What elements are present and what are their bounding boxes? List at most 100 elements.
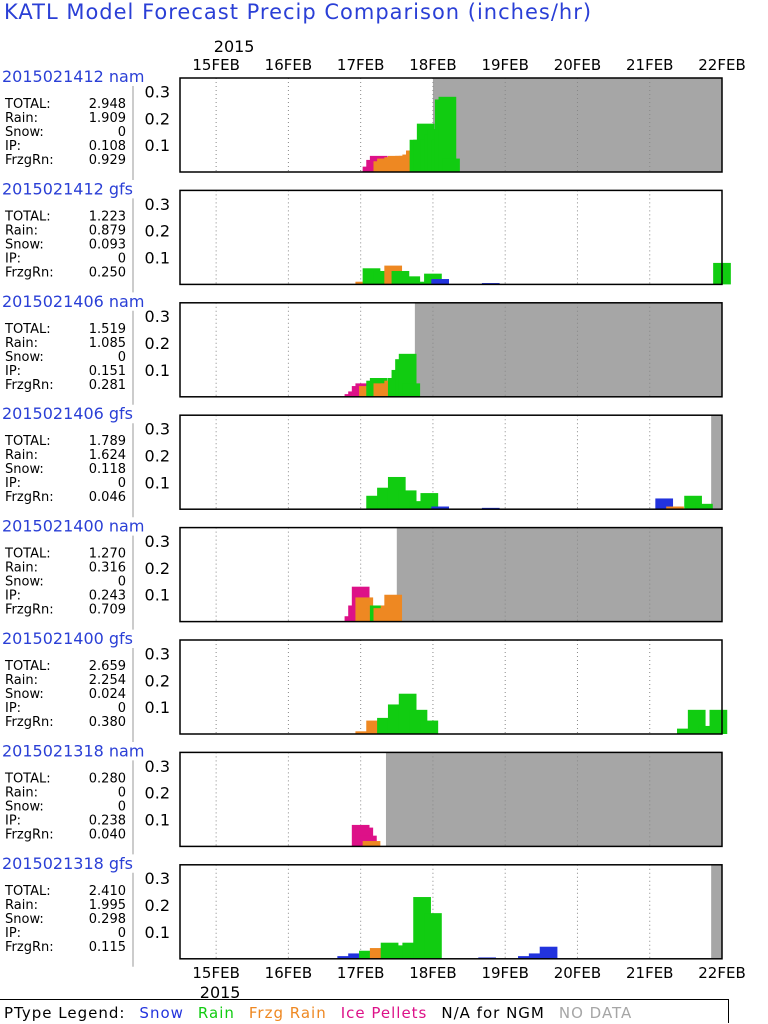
precip-bar-rain xyxy=(709,709,728,734)
forecast-panels: 201515FEB15FEB16FEB16FEB17FEB17FEB18FEB1… xyxy=(2,37,746,1000)
no-data-region xyxy=(711,415,722,510)
y-tick-label: 0.2 xyxy=(145,222,170,241)
axis-day-top-19FEB: 19FEB xyxy=(481,56,528,74)
axis-day-bottom-22FEB: 22FEB xyxy=(698,964,745,982)
axis-day-top-21FEB: 21FEB xyxy=(626,56,673,74)
precip-bar-rain xyxy=(409,501,428,510)
stat-label-total: TOTAL: xyxy=(4,547,51,562)
stat-value-snow: 0.024 xyxy=(89,687,126,702)
stat-label-snow: Snow: xyxy=(5,687,44,702)
plot-frame xyxy=(179,302,723,398)
legend-no-data: NO DATA xyxy=(558,1004,633,1022)
axis-day-bottom-21FEB: 21FEB xyxy=(626,964,673,982)
axis-day-top-20FEB: 20FEB xyxy=(554,56,601,74)
legend-snow: Snow xyxy=(139,1004,184,1022)
panel-2015021406-nam: 2015021406 nam TOTAL: 1.519 Rain: 1.085 Snow:… xyxy=(2,292,723,405)
y-tick-label: 0.3 xyxy=(145,869,170,888)
precip-bar-rain xyxy=(402,383,421,397)
axis-day-bottom-20FEB: 20FEB xyxy=(554,964,601,982)
stat-value-ip: 0.151 xyxy=(89,364,126,379)
run-label: 2015021400 nam xyxy=(2,517,144,536)
stat-value-frzgrn: 0.046 xyxy=(89,490,126,505)
y-tick-label: 0.2 xyxy=(145,784,170,803)
precip-bar-snow xyxy=(655,498,674,510)
chart-title: KATL Model Forecast Precip Comparison (i… xyxy=(4,0,593,24)
stat-value-total: 1.789 xyxy=(89,434,126,449)
precip-bar-rain xyxy=(359,950,377,959)
run-label: 2015021406 nam xyxy=(2,292,144,311)
stat-label-snow: Snow: xyxy=(5,912,44,927)
axis-day-bottom-19FEB: 19FEB xyxy=(481,964,528,982)
stat-value-rain: 0.316 xyxy=(89,561,126,576)
stat-value-frzgrn: 0.115 xyxy=(89,940,126,955)
legend-ice-pellets: Ice Pellets xyxy=(340,1004,428,1022)
run-label: 2015021400 gfs xyxy=(2,629,133,648)
stat-label-rain: Rain: xyxy=(5,223,38,238)
stat-label-snow: Snow: xyxy=(5,237,44,252)
no-data-region xyxy=(711,864,722,959)
precip-bar-snow xyxy=(431,279,450,285)
stat-value-rain: 0.879 xyxy=(89,223,126,238)
y-tick-label: 0.3 xyxy=(145,757,170,776)
y-tick-label: 0.1 xyxy=(145,136,170,155)
precip-bar-rain xyxy=(695,503,713,510)
precip-bar-rain xyxy=(413,281,431,285)
y-tick-label: 0.2 xyxy=(145,896,170,915)
stat-value-ip: 0.238 xyxy=(89,813,126,828)
stat-label-ip: IP: xyxy=(5,476,21,491)
legend-title: PType Legend: xyxy=(4,1004,126,1022)
stat-value-total: 0.280 xyxy=(89,771,126,786)
legend-frzg-rain: Frzg Rain xyxy=(248,1004,327,1022)
y-tick-label: 0.1 xyxy=(145,698,170,717)
y-tick-label: 0.1 xyxy=(145,249,170,268)
stat-value-rain: 1.995 xyxy=(89,898,126,913)
stat-value-snow: 0 xyxy=(118,799,126,814)
panel-2015021406-gfs: 2015021406 gfs TOTAL: 1.789 Rain: 1.624 Snow:… xyxy=(2,404,723,518)
stat-value-frzgrn: 0.281 xyxy=(89,378,126,393)
stat-label-total: TOTAL: xyxy=(4,884,51,899)
stat-label-rain: Rain: xyxy=(5,111,38,126)
axis-year-bottom: 2015 xyxy=(200,983,241,1000)
stat-value-rain: 1.909 xyxy=(89,111,126,126)
stat-value-ip: 0.108 xyxy=(89,139,126,154)
stat-value-total: 2.410 xyxy=(89,884,126,899)
precip-bar-frzg_rain xyxy=(362,841,381,847)
plot-frame xyxy=(179,526,723,623)
legend-rain: Rain xyxy=(197,1004,235,1022)
y-tick-label: 0.2 xyxy=(145,559,170,578)
precip-bar-rain xyxy=(420,493,439,510)
y-tick-label: 0.2 xyxy=(145,671,170,690)
stat-label-rain: Rain: xyxy=(5,898,38,913)
plot-frame xyxy=(179,77,723,173)
plot-frame xyxy=(179,864,723,960)
y-tick-label: 0.3 xyxy=(145,532,170,551)
stat-label-ip: IP: xyxy=(5,813,21,828)
stat-value-total: 1.519 xyxy=(89,322,126,337)
axis-day-bottom-17FEB: 17FEB xyxy=(337,964,384,982)
stat-label-ip: IP: xyxy=(5,251,21,266)
y-tick-label: 0.1 xyxy=(145,923,170,942)
stat-label-total: TOTAL: xyxy=(4,322,51,337)
run-label: 2015021318 nam xyxy=(2,741,144,760)
axis-day-top-15FEB: 15FEB xyxy=(192,56,239,74)
stat-value-frzgrn: 0.250 xyxy=(89,265,126,280)
no-data-region xyxy=(385,752,722,847)
y-tick-label: 0.2 xyxy=(145,446,170,465)
stat-value-frzgrn: 0.929 xyxy=(89,153,126,168)
no-data-region xyxy=(432,78,722,172)
y-tick-label: 0.1 xyxy=(145,473,170,492)
precip-bar-rain xyxy=(420,720,439,734)
stat-label-rain: Rain: xyxy=(5,448,38,463)
stat-value-rain: 1.624 xyxy=(89,448,126,463)
stat-label-frzgrn: FrzgRn: xyxy=(5,490,54,505)
precip-bar-frzg_rain xyxy=(369,948,388,959)
y-tick-label: 0.1 xyxy=(145,586,170,605)
stat-label-rain: Rain: xyxy=(5,785,38,800)
stat-label-ip: IP: xyxy=(5,701,21,716)
precip-bar-rain xyxy=(442,158,460,172)
stat-value-ip: 0.243 xyxy=(89,589,126,604)
stat-label-total: TOTAL: xyxy=(4,771,51,786)
stat-value-snow: 0 xyxy=(118,575,126,590)
stat-label-snow: Snow: xyxy=(5,575,44,590)
precip-bar-snow xyxy=(337,956,356,959)
